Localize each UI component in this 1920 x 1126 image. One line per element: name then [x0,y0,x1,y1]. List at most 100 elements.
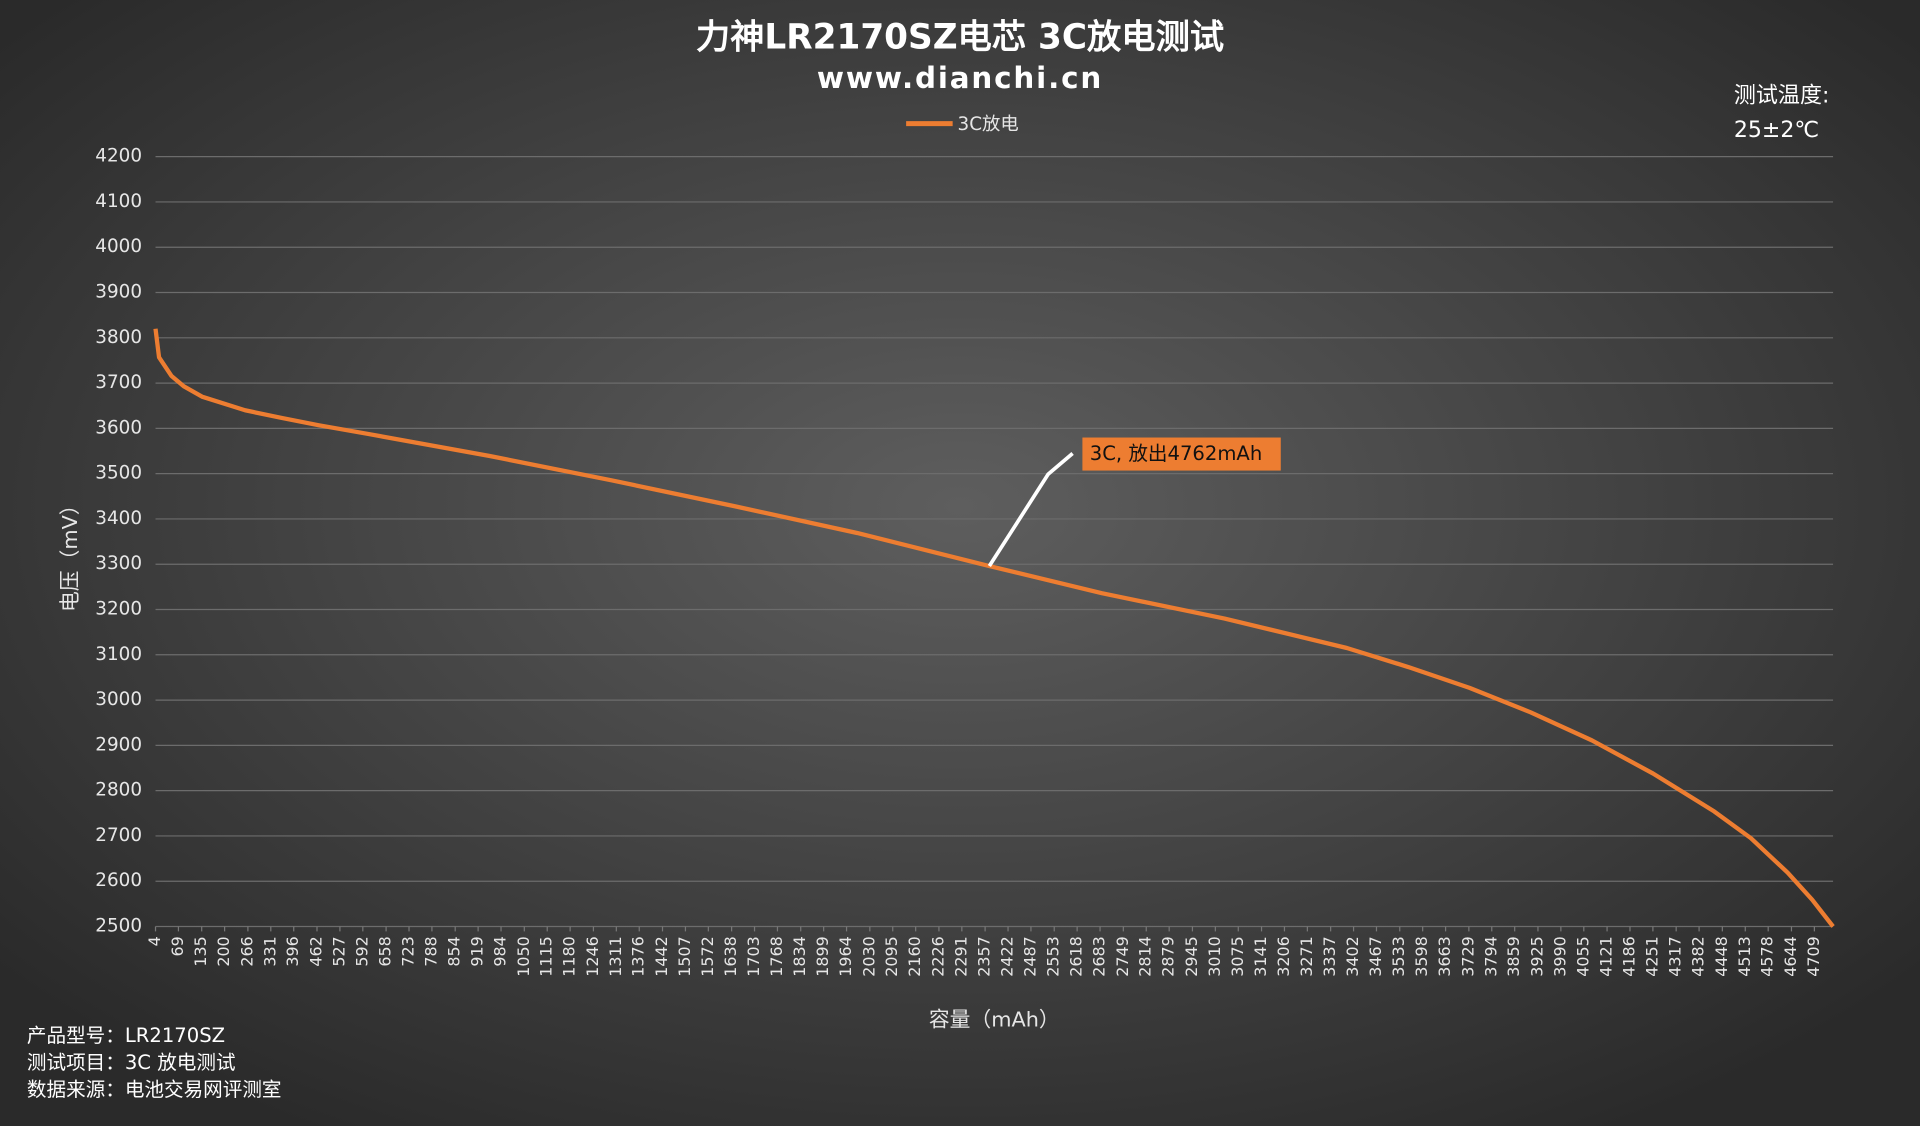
y-tick-label: 2700 [95,825,142,846]
x-tick-label: 723 [399,936,418,966]
x-tick-label: 4251 [1642,936,1661,976]
x-tick-label: 4644 [1781,936,1800,976]
y-tick-label: 2900 [95,734,142,755]
x-tick-label: 1638 [721,936,740,976]
x-tick-label: 3533 [1389,936,1408,976]
x-tick-label: 4186 [1619,936,1638,976]
x-tick-label: 3141 [1251,936,1270,976]
y-tick-label: 2600 [95,870,142,891]
x-tick-label: 2814 [1136,936,1155,976]
annotation-leader [987,452,1074,568]
y-tick-label: 3300 [95,553,142,574]
x-tick-label: 4382 [1689,936,1708,976]
x-tick-label: 592 [352,936,371,966]
y-tick-label: 3100 [95,644,142,665]
y-tick-label: 3900 [95,282,142,303]
x-tick-label: 200 [214,936,233,966]
x-tick-label: 1572 [698,936,717,976]
x-tick-label: 2095 [882,936,901,976]
x-tick-label: 1507 [675,936,694,976]
x-tick-label: 527 [329,936,348,966]
x-tick-label: 984 [491,936,510,966]
x-tick-label: 266 [237,936,256,966]
x-tick-label: 919 [468,936,487,966]
x-tick-label: 1180 [560,936,579,976]
x-tick-label: 1768 [767,936,786,976]
y-tick-label: 4100 [95,191,142,212]
x-axis-label: 容量（mAh） [929,1008,1060,1032]
x-tick-label: 1964 [836,936,855,976]
x-tick-label: 3990 [1550,936,1569,976]
y-tick-label: 3500 [95,463,142,484]
x-tick-label: 2749 [1113,936,1132,976]
x-tick-label: 3271 [1297,936,1316,976]
x-tick-label: 1115 [537,936,556,976]
x-tick-label: 2618 [1067,936,1086,976]
x-tick-label: 4 [145,936,164,946]
x-tick-label: 4055 [1573,936,1592,976]
x-tick-label: 2422 [998,936,1017,976]
x-tick-label: 4317 [1666,936,1685,976]
x-tick-label: 788 [421,936,440,966]
y-tick-label: 3600 [95,417,142,438]
x-tick-label: 2553 [1044,936,1063,976]
y-tick-label: 2800 [95,780,142,801]
x-tick-label: 2357 [975,936,994,976]
x-tick-label: 2683 [1090,936,1109,976]
x-tick-label: 1376 [629,936,648,976]
x-tick-label: 3663 [1435,936,1454,976]
chart-subtitle: www.dianchi.cn [817,61,1103,95]
x-tick-label: 3925 [1527,936,1546,976]
x-tick-label: 3206 [1274,936,1293,976]
x-tick-label: 1246 [583,936,602,976]
y-tick-label: 2500 [95,916,142,937]
legend-label: 3C放电 [958,114,1019,135]
x-tick-label: 2945 [1182,936,1201,976]
x-tick-label: 1703 [744,936,763,976]
x-tick-label: 4448 [1712,936,1731,976]
temperature-note: 测试温度: [1734,84,1830,109]
annotation-label: 3C, 放出4762mAh [1090,442,1262,465]
y-axis-label: 电压（mV） [58,494,82,612]
x-tick-label: 2226 [928,936,947,976]
x-tick-label: 3075 [1228,936,1247,976]
y-tick-label: 3000 [95,689,142,710]
x-tick-label: 2291 [951,936,970,976]
x-tick-label: 4513 [1735,936,1754,976]
x-tick-label: 3402 [1343,936,1362,976]
x-tick-label: 4578 [1758,936,1777,976]
x-tick-label: 1899 [813,936,832,976]
chart-title: 力神LR2170SZ电芯 3C放电测试 [696,18,1224,58]
y-tick-label: 3700 [95,372,142,393]
legend: 3C放电 [906,114,1019,135]
x-tick-label: 2487 [1020,936,1039,976]
y-tick-label: 4000 [95,236,142,257]
footer-note: 数据来源：电池交易网评测室 [27,1078,282,1101]
x-tick-label: 3794 [1481,936,1500,976]
x-tick-label: 462 [306,936,325,966]
x-tick-label: 2160 [905,936,924,976]
x-tick-label: 1834 [790,936,809,976]
footer-note: 测试项目：3C 放电测试 [27,1051,236,1074]
x-tick-label: 3598 [1412,936,1431,976]
x-tick-label: 2030 [859,936,878,976]
annotation-box [1082,437,1281,471]
x-tick-label: 1442 [652,936,671,976]
temperature-note: 25±2℃ [1734,118,1819,143]
x-tick-label: 3010 [1205,936,1224,976]
y-tick-label: 3400 [95,508,142,529]
x-tick-label: 69 [168,936,187,956]
x-tick-label: 3467 [1366,936,1385,976]
x-tick-label: 3859 [1504,936,1523,976]
x-tick-label: 658 [376,936,395,966]
x-tick-label: 1311 [606,936,625,976]
x-tick-label: 854 [445,936,464,966]
y-tick-label: 3200 [95,599,142,620]
x-tick-label: 3337 [1320,936,1339,976]
x-tick-label: 4121 [1597,936,1616,976]
x-tick-label: 396 [283,936,302,966]
footer-note: 产品型号：LR2170SZ [27,1024,225,1047]
